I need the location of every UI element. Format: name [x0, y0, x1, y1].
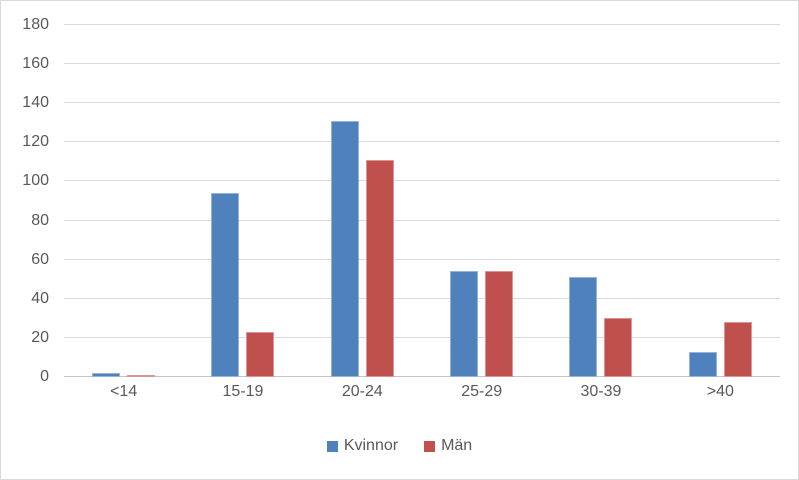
plot-area	[64, 24, 780, 377]
legend-item-kvinnor: Kvinnor	[326, 437, 399, 455]
y-tick-label-100: 100	[22, 172, 49, 190]
x-tick-label-20-24: 20-24	[341, 383, 383, 400]
y-tick-label-120: 120	[22, 133, 49, 151]
legend-label-män: Män	[441, 437, 473, 454]
y-tick-label-60: 60	[31, 250, 49, 268]
x-tick-label-<14: <14	[110, 383, 138, 400]
bar-kvinnor->40	[688, 351, 717, 377]
y-tick-label-20: 20	[31, 328, 49, 346]
y-tick-label-0: 0	[40, 368, 49, 385]
bar-group->40	[661, 25, 780, 377]
y-tick-label-180: 180	[22, 16, 49, 33]
gridline-y-0	[64, 376, 780, 377]
bar-män-25-29	[485, 271, 514, 377]
bar-män-20-24	[365, 159, 394, 377]
gridline-y-80	[64, 219, 780, 221]
bar-män->40	[723, 322, 752, 377]
y-tick-label-140: 140	[22, 94, 49, 112]
legend: Kvinnor Män	[1, 437, 798, 455]
legend-swatch-kvinnor	[326, 440, 338, 452]
x-tick-label-30-39: 30-39	[580, 383, 622, 400]
bar-group-25-29	[422, 25, 541, 377]
gridline-y-180	[64, 24, 780, 25]
bar-group-<14	[64, 25, 183, 377]
bar-män-<14	[127, 375, 156, 377]
gridline-y-60	[64, 258, 780, 260]
bar-kvinnor-30-39	[569, 277, 598, 377]
y-tick-label-160: 160	[22, 55, 49, 73]
bar-kvinnor-20-24	[330, 120, 359, 377]
bar-group-20-24	[303, 25, 422, 377]
gridline-y-120	[64, 141, 780, 143]
legend-label-kvinnor: Kvinnor	[343, 437, 399, 454]
bar-group-15-19	[183, 25, 302, 377]
gridline-y-20	[64, 336, 780, 338]
bar-kvinnor-25-29	[450, 271, 479, 377]
legend-swatch-män	[424, 440, 436, 452]
y-tick-label-80: 80	[31, 211, 49, 229]
bar-män-30-39	[604, 318, 633, 377]
bar-män-15-19	[246, 332, 275, 377]
gridline-y-140	[64, 102, 780, 104]
bar-kvinnor-15-19	[211, 193, 240, 377]
gridline-y-100	[64, 180, 780, 182]
x-tick-label->40: >40	[706, 383, 734, 400]
gridline-y-160	[64, 63, 780, 65]
bar-kvinnor-<14	[92, 373, 121, 377]
legend-item-män: Män	[424, 437, 472, 455]
x-tick-label-15-19: 15-19	[222, 383, 264, 400]
y-tick-label-40: 40	[31, 289, 49, 307]
x-tick-label-25-29: 25-29	[461, 383, 503, 400]
gridline-y-40	[64, 297, 780, 299]
bar-group-30-39	[541, 25, 660, 377]
